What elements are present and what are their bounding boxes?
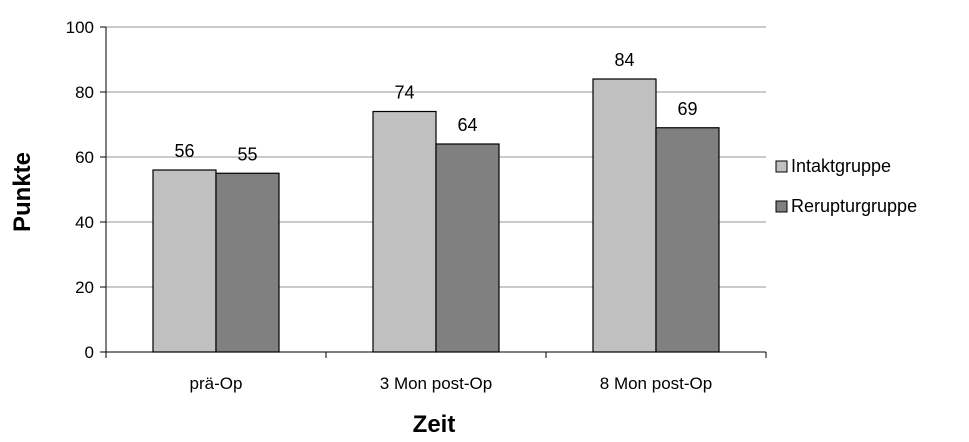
data-labels: 56 55 74 64 84 69 <box>174 50 697 164</box>
x-axis-title: Zeit <box>413 411 456 438</box>
data-label: 56 <box>174 141 194 161</box>
y-tick-label: 20 <box>75 278 94 297</box>
legend-label: Rerupturgruppe <box>791 196 917 216</box>
legend: Intaktgruppe Rerupturgruppe <box>775 156 917 216</box>
bar-rerupturgruppe <box>655 127 720 353</box>
legend-swatch-rerupturgruppe <box>775 200 788 213</box>
axes <box>105 27 766 353</box>
ticks: 0 20 40 60 80 100 prä-Op 3 Mon post-Op 8 Mon pos… <box>66 18 767 393</box>
bars <box>152 78 720 353</box>
bar-rerupturgruppe <box>215 172 280 353</box>
bar-intaktgruppe <box>372 110 437 353</box>
data-label: 69 <box>677 99 697 119</box>
y-tick-label: 40 <box>75 213 94 232</box>
bar-intaktgruppe <box>592 78 657 353</box>
data-label: 64 <box>457 115 477 135</box>
data-label: 74 <box>394 83 414 103</box>
y-tick-label: 0 <box>85 343 94 362</box>
data-label: 84 <box>614 50 634 70</box>
data-label: 55 <box>237 144 257 164</box>
x-tick-label: 3 Mon post-Op <box>380 374 492 393</box>
bar-rerupturgruppe <box>435 143 500 353</box>
y-tick-label: 60 <box>75 148 94 167</box>
x-tick-label: 8 Mon post-Op <box>600 374 712 393</box>
y-axis-title: Punkte <box>9 152 36 232</box>
bar-intaktgruppe <box>152 169 217 353</box>
y-tick-label: 80 <box>75 83 94 102</box>
legend-label: Intaktgruppe <box>791 156 891 176</box>
y-tick-label: 100 <box>66 18 94 37</box>
x-tick-label: prä-Op <box>190 374 243 393</box>
legend-swatch-intaktgruppe <box>775 160 788 173</box>
